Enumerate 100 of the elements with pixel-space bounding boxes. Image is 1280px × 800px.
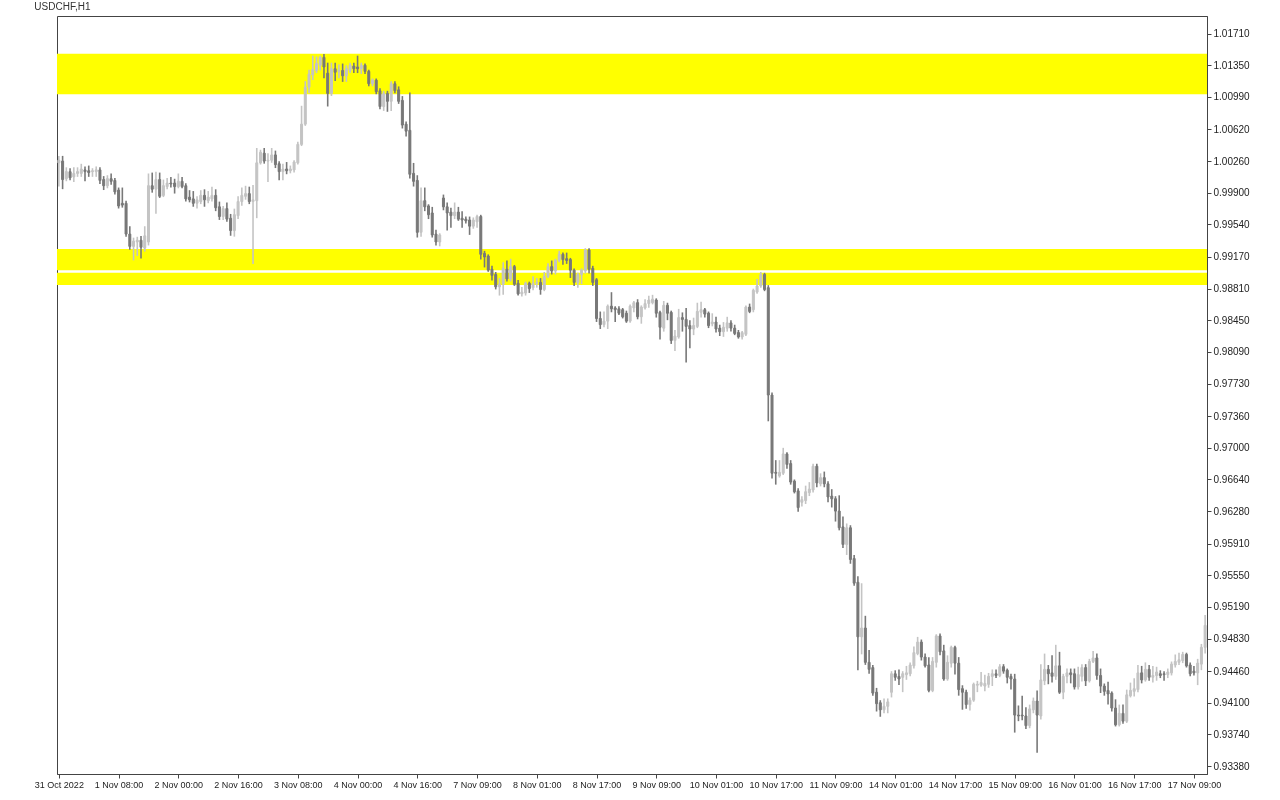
candlestick xyxy=(684,308,688,363)
candlestick xyxy=(539,278,543,295)
candlestick xyxy=(1084,664,1088,686)
y-tick-label: 1.00990 xyxy=(1213,91,1251,103)
y-tick-label: 0.96640 xyxy=(1213,473,1251,485)
candlestick xyxy=(695,302,699,329)
y-tick-label: 0.97000 xyxy=(1213,442,1251,454)
x-tick-label: 7 Nov 09:00 xyxy=(453,779,502,790)
candlestick xyxy=(811,463,815,493)
candlestick xyxy=(1061,673,1065,700)
x-tick-label: 14 Nov 01:00 xyxy=(868,779,923,790)
candlestick xyxy=(505,260,509,282)
candlestick xyxy=(158,172,162,198)
candlestick xyxy=(662,300,666,332)
candlestick xyxy=(382,90,386,111)
y-tick-label: 0.94100 xyxy=(1213,697,1251,709)
candlestick xyxy=(1076,666,1080,690)
x-tick-label: 1 Nov 08:00 xyxy=(94,779,144,790)
x-tick-label: 4 Nov 16:00 xyxy=(393,779,443,790)
candlestick xyxy=(1151,665,1155,683)
candlestick xyxy=(531,276,535,291)
candlestick xyxy=(154,171,158,214)
candlestick xyxy=(1072,668,1076,690)
candlestick xyxy=(57,155,61,187)
candlestick xyxy=(1136,665,1140,693)
candlestick xyxy=(1162,671,1166,681)
candlestick xyxy=(583,248,587,274)
candlestick xyxy=(860,583,864,655)
candlestick xyxy=(890,671,893,698)
candlestick xyxy=(901,671,905,693)
candlestick xyxy=(389,81,393,111)
candlestick xyxy=(1069,668,1073,684)
candlestick xyxy=(385,90,389,112)
candlestick xyxy=(897,669,901,686)
y-tick-label: 0.95190 xyxy=(1213,601,1251,613)
candlestick xyxy=(1028,704,1032,729)
candlestick xyxy=(94,166,98,177)
candlestick xyxy=(72,167,76,183)
y-tick-label: 0.99170 xyxy=(1213,251,1251,263)
candlestick xyxy=(535,278,539,288)
y-tick-label: 0.93740 xyxy=(1213,728,1251,740)
y-tick-label: 0.94830 xyxy=(1213,633,1251,645)
x-tick-label: 16 Nov 17:00 xyxy=(1107,779,1162,790)
candlestick xyxy=(815,463,819,488)
candlestick xyxy=(1054,644,1058,680)
x-tick-label: 16 Nov 01:00 xyxy=(1048,779,1102,790)
candlestick xyxy=(337,64,341,79)
y-tick-label: 0.99900 xyxy=(1213,187,1251,199)
candlestick xyxy=(460,211,464,228)
candlestick xyxy=(83,166,87,182)
x-tick-label: 10 Nov 17:00 xyxy=(749,779,804,790)
x-tick-label: 2 Nov 16:00 xyxy=(214,779,263,790)
y-tick-label: 0.98810 xyxy=(1213,283,1251,295)
candlestick xyxy=(169,177,173,188)
x-tick-label: 15 Nov 09:00 xyxy=(988,779,1042,790)
candlestick xyxy=(132,237,136,261)
candlestick xyxy=(1177,652,1181,665)
candlestick xyxy=(150,172,154,193)
candlestick xyxy=(371,78,374,87)
candlestick xyxy=(1058,651,1062,694)
x-tick-label: 8 Nov 17:00 xyxy=(572,779,622,790)
chart-title: USDCHF,H1 xyxy=(34,1,91,12)
y-tick-label: 0.98090 xyxy=(1213,346,1251,358)
y-tick-label: 0.99540 xyxy=(1213,218,1251,230)
x-tick-label: 2 Nov 00:00 xyxy=(154,779,204,790)
y-tick-label: 0.96280 xyxy=(1213,505,1251,517)
candlestick xyxy=(501,262,505,295)
candlestick xyxy=(882,698,886,714)
y-tick-label: 0.95910 xyxy=(1213,538,1251,550)
candlestick xyxy=(845,523,849,555)
candlestick xyxy=(281,163,285,181)
candlestick xyxy=(1117,704,1121,727)
candlestick xyxy=(983,674,987,692)
candlestick xyxy=(509,258,513,282)
y-tick-label: 0.94460 xyxy=(1213,665,1251,677)
y-tick-label: 1.01350 xyxy=(1213,59,1251,71)
y-tick-label: 0.98450 xyxy=(1213,314,1251,326)
y-tick-label: 0.97360 xyxy=(1213,410,1251,422)
y-tick-label: 1.00260 xyxy=(1213,155,1251,167)
candlestick xyxy=(636,299,640,320)
x-tick-label: 3 Nov 08:00 xyxy=(274,779,323,790)
candlestick xyxy=(61,155,65,190)
y-tick-label: 0.97730 xyxy=(1213,378,1251,390)
candlestick xyxy=(1035,690,1039,753)
x-tick-label: 8 Nov 01:00 xyxy=(513,779,562,790)
candlestick xyxy=(423,187,427,212)
y-tick-label: 0.93380 xyxy=(1213,760,1251,772)
y-tick-label: 1.00620 xyxy=(1213,123,1251,135)
candlestick xyxy=(87,165,91,177)
candlestick xyxy=(333,62,337,81)
candlestick xyxy=(606,304,610,329)
x-tick-label: 14 Nov 17:00 xyxy=(928,779,983,790)
candlestick xyxy=(1050,655,1054,683)
x-tick-label: 17 Nov 09:00 xyxy=(1167,779,1222,790)
candlestick xyxy=(613,306,617,322)
x-tick-label: 10 Nov 01:00 xyxy=(689,779,744,790)
y-tick-label: 1.01710 xyxy=(1213,28,1251,40)
candlestick xyxy=(781,447,785,475)
candlestick xyxy=(202,189,206,207)
candlestick xyxy=(710,313,714,327)
